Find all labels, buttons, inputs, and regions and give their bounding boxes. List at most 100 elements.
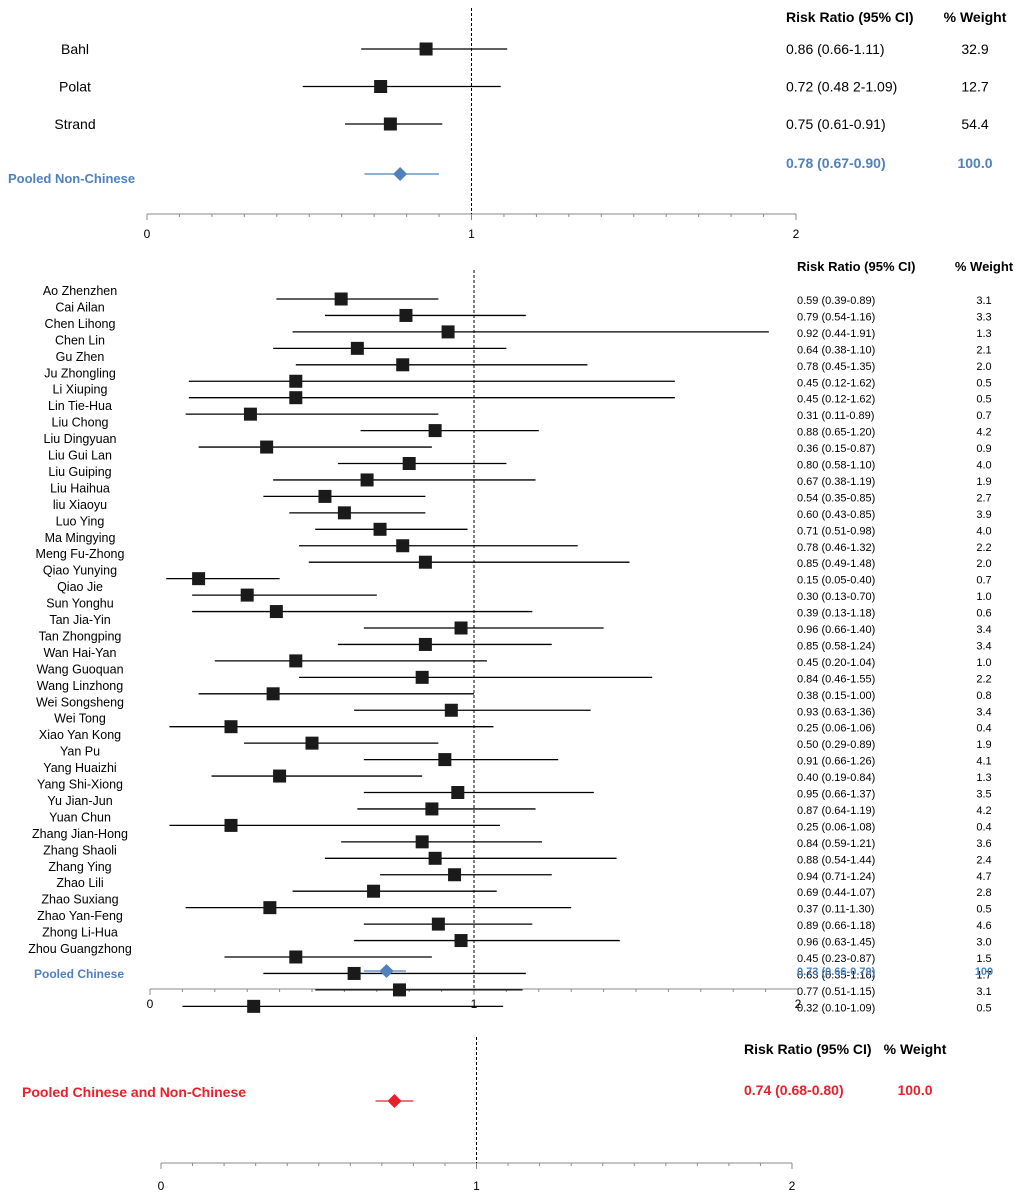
weight-value: 1.9 [976,739,991,751]
point-estimate-marker [240,588,254,602]
study-label: Meng Fu-Zhong [36,547,125,561]
ci-value: 0.60 (0.43-0.85) [797,509,875,521]
study-label: Zhang Jian-Hong [32,827,128,841]
weight-value: 1.0 [976,591,991,603]
point-estimate-marker [289,374,303,388]
x-tick-label: 2 [793,227,800,241]
x-tick-label: 0 [144,227,151,241]
weight-value: 0.8 [976,690,991,702]
weight-value: 1.7 [976,969,991,981]
weight-value: 3.5 [976,789,991,801]
weight-value: 4.2 [976,805,991,817]
study-label: Zhou Guangzhong [28,942,132,956]
study-label: Zhang Shaoli [43,843,117,857]
point-estimate-marker [431,917,445,931]
point-estimate-marker [374,80,388,93]
pooled-weight-value: 100.0 [957,155,992,171]
ci-value: 0.72 (0.48 2-1.09) [786,79,897,95]
study-label: Liu Chong [52,416,109,430]
weight-value: 3.9 [976,509,991,521]
study-label: Wei Tong [54,712,106,726]
study-label: Liu Guiping [48,465,111,479]
study-label: Liu Dingyuan [44,432,117,446]
study-label: Wang Guoquan [36,662,123,676]
point-estimate-marker [269,605,283,619]
point-estimate-marker [428,424,442,438]
study-label: Qiao Yunying [43,564,117,578]
point-estimate-marker [448,868,462,882]
ci-value: 0.25 (0.06-1.08) [797,821,875,833]
weight-value: 2.0 [976,361,991,373]
study-label: Zhang Ying [48,860,111,874]
x-tick-label: 1 [471,997,478,1011]
pooled-diamond-marker [379,964,394,978]
weight-value: 4.0 [976,525,991,537]
weight-value: 4.6 [976,920,991,932]
study-label: Zhao Lili [56,876,103,890]
ci-value: 0.71 (0.51-0.98) [797,525,875,537]
weight-value: 2.2 [976,673,991,685]
study-label: Yan Pu [60,745,100,759]
point-estimate-marker [289,654,303,668]
ci-value: 0.96 (0.66-1.40) [797,624,875,636]
ci-value: 0.88 (0.54-1.44) [797,854,875,866]
weight-value: 3.4 [976,640,991,652]
weight-value: 4.2 [976,427,991,439]
pooled-weight-value: 100 [975,966,993,978]
point-estimate-marker [273,769,287,783]
point-estimate-marker [243,407,257,421]
x-tick-label: 1 [468,227,475,241]
pooled-label: Pooled Non-Chinese [8,171,135,186]
weight-value: 2.4 [976,854,991,866]
point-estimate-marker [415,835,429,849]
point-estimate-marker [428,851,442,865]
ci-value: 0.30 (0.13-0.70) [797,591,875,603]
study-label: Ma Mingying [45,531,116,545]
point-estimate-marker [289,391,303,405]
ci-value: 0.77 (0.51-1.15) [797,986,875,998]
ci-value: 0.92 (0.44-1.91) [797,328,875,340]
point-estimate-marker [373,522,387,536]
study-label: Liu Haihua [50,481,110,495]
ci-value: 0.89 (0.66-1.18) [797,920,875,932]
ci-value: 0.78 (0.45-1.35) [797,361,875,373]
weight-value: 3.1 [976,986,991,998]
header-weight: % Weight [884,1041,947,1057]
point-estimate-marker [454,934,468,948]
ci-value: 0.54 (0.35-0.85) [797,492,875,504]
weight-value: 2.1 [976,344,991,356]
weight-value: 3.4 [976,706,991,718]
point-estimate-marker [347,966,361,980]
weight-value: 1.0 [976,657,991,669]
study-label: Chen Lihong [45,317,116,331]
panel-chinese: 0 1 2 Risk Ratio (95% CI) % Weight Ao Zhenzhe… [28,259,1014,1014]
point-estimate-marker [392,983,406,997]
point-estimate-marker [418,555,432,569]
study-label: Lin Tie-Hua [48,399,112,413]
weight-value: 0.5 [976,1002,991,1014]
study-label: Zhao Yan-Feng [37,909,123,923]
weight-value: 4.7 [976,871,991,883]
weight-value: 3.0 [976,937,991,949]
weight-value: 1.5 [976,953,991,965]
point-estimate-marker [224,720,238,734]
weight-value: 0.4 [976,821,991,833]
ci-value: 0.50 (0.29-0.89) [797,739,875,751]
ci-value: 0.94 (0.71-1.24) [797,871,875,883]
x-tick-label: 0 [158,1179,165,1193]
point-estimate-marker [383,117,397,131]
point-estimate-marker [419,42,433,56]
ci-value: 0.87 (0.64-1.19) [797,805,875,817]
weight-value: 3.1 [976,295,991,307]
ci-value: 0.84 (0.46-1.55) [797,673,875,685]
header-risk-ratio: Risk Ratio (95% CI) [797,259,915,274]
study-label: Yang Huaizhi [43,761,116,775]
study-label: Bahl [61,41,89,57]
point-estimate-marker [367,884,381,898]
point-estimate-marker [350,341,364,355]
header-risk-ratio: Risk Ratio (95% CI) [786,9,914,25]
point-estimate-marker [425,802,439,816]
study-label: Xiao Yan Kong [39,728,121,742]
weight-value: 12.7 [961,79,988,95]
